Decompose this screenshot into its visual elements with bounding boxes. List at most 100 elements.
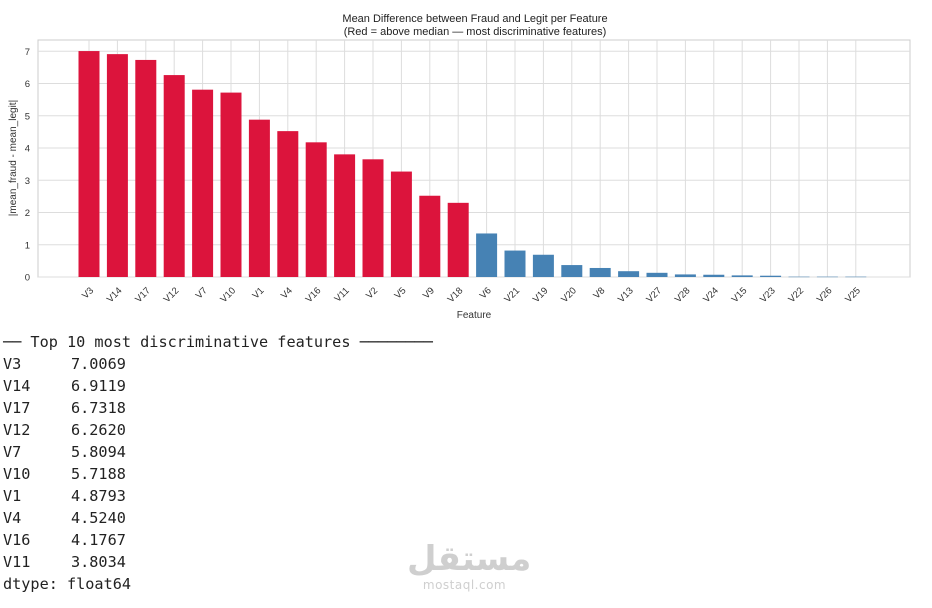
dtype-line: dtype: float64 [3, 575, 132, 593]
y-tick-label: 3 [25, 176, 30, 187]
x-tick-label: V26 [815, 285, 835, 305]
x-tick-label: V16 [304, 285, 324, 305]
bar-v25 [845, 276, 867, 278]
feature-row: V4 4.5240 [3, 507, 603, 529]
bar-v1 [248, 119, 270, 277]
bar-v11 [334, 154, 356, 277]
y-tick-label: 7 [25, 47, 30, 58]
bar-v21 [504, 250, 526, 277]
watermark-url: mostaql.com [422, 578, 507, 592]
x-tick-label: V15 [730, 285, 750, 305]
x-tick-label: V3 [80, 285, 96, 301]
bar-v8 [589, 267, 611, 277]
bar-v6 [476, 233, 498, 277]
bar-v3 [78, 51, 100, 277]
x-tick-label: V11 [332, 285, 351, 304]
feature-row: V14 6.9119 [3, 375, 603, 397]
x-tick-label: V12 [162, 285, 182, 305]
bar-v26 [816, 276, 838, 278]
bar-v17 [135, 59, 157, 278]
bar-v5 [390, 171, 412, 277]
y-tick-label: 0 [25, 273, 30, 284]
feature-value: 5.8094 [71, 443, 126, 461]
feature-name: V17 [3, 399, 31, 417]
feature-value: 3.8034 [71, 553, 126, 571]
feature-name: V4 [3, 509, 22, 527]
bar-v28 [674, 274, 696, 277]
x-tick-label: V10 [218, 285, 238, 305]
feature-row: V7 5.8094 [3, 441, 603, 463]
bar-v24 [703, 274, 725, 277]
x-tick-label: V9 [421, 285, 437, 301]
bars [78, 51, 867, 278]
bar-v19 [532, 254, 554, 277]
y-tick-label: 6 [25, 79, 30, 90]
watermark: مستقل mostaql.com [407, 539, 532, 592]
bar-v2 [362, 159, 384, 277]
bar-chart: Mean Difference between Fraud and Legit … [8, 13, 911, 321]
bar-v18 [447, 202, 469, 277]
feature-name: V11 [3, 553, 31, 571]
x-tick-label: V19 [531, 285, 551, 305]
x-tick-label: V25 [843, 285, 863, 305]
feature-value: 6.2620 [71, 421, 126, 439]
feature-row: V3 7.0069 [3, 353, 603, 375]
feature-row: V1 4.8793 [3, 485, 603, 507]
x-tick-label: V20 [559, 285, 579, 305]
bar-v14 [106, 54, 128, 277]
feature-row: V10 5.7188 [3, 463, 603, 485]
feature-value: 4.1767 [71, 531, 126, 549]
bar-v7 [192, 89, 214, 278]
x-tick-label: V2 [364, 285, 380, 301]
feature-name: V12 [3, 421, 31, 439]
feature-value: 5.7188 [71, 465, 126, 483]
bar-v4 [277, 131, 299, 277]
chart-subtitle: (Red = above median — most discriminativ… [344, 26, 607, 38]
y-tick-label: 5 [25, 111, 30, 122]
x-tick-label: V22 [786, 285, 806, 305]
feature-name: V16 [3, 531, 31, 549]
feature-value: 4.5240 [71, 509, 126, 527]
x-tick-label: V23 [758, 285, 778, 305]
x-tick-label: V14 [105, 285, 125, 305]
x-tick-label: V18 [446, 285, 466, 305]
bar-v23 [760, 275, 782, 277]
y-tick-label: 2 [25, 208, 30, 219]
feature-name: V1 [3, 487, 22, 505]
x-tick-label: V4 [279, 285, 295, 301]
bar-v20 [561, 265, 583, 277]
bar-v13 [618, 271, 640, 277]
x-tick-label: V7 [194, 285, 210, 301]
x-tick-label: V8 [591, 285, 607, 301]
x-tick-labels: V3 V14 V17 V12 V7 V10 V1 V4 V16 V11 V2 V5 V9 V18 V6 V21… [80, 285, 863, 305]
bar-v12 [163, 75, 185, 277]
x-tick-label: V24 [701, 285, 721, 305]
feature-name: V14 [3, 377, 31, 395]
x-tick-label: V1 [251, 285, 267, 301]
bar-v15 [731, 275, 753, 277]
chart: Mean Difference between Fraud and Legit … [8, 13, 911, 321]
feature-name: V10 [3, 465, 31, 483]
x-tick-label: V28 [673, 285, 693, 305]
feature-row: V16 4.1767 [3, 529, 603, 551]
y-tick-label: 4 [25, 144, 30, 155]
watermark-logo: مستقل [407, 539, 532, 579]
chart-title: Mean Difference between Fraud and Legit … [342, 13, 607, 25]
x-tick-label: V17 [133, 285, 153, 305]
feature-name: V7 [3, 443, 22, 461]
feature-value: 6.9119 [71, 377, 126, 395]
feature-row: V12 6.2620 [3, 419, 603, 441]
feature-value: 6.7318 [71, 399, 126, 417]
bar-v10 [220, 92, 242, 278]
y-tick-label: 1 [25, 240, 30, 251]
x-tick-label: V6 [478, 285, 494, 301]
console-header: ── Top 10 most discriminative features ─… [3, 333, 433, 351]
y-axis-label: |mean_fraud - mean_legit| [8, 100, 19, 216]
feature-list: V3 7.0069 V14 6.9119 V17 6.7318 V12 6.2620 V7 5.8… [3, 353, 603, 573]
x-tick-label: V5 [393, 285, 409, 301]
bar-v9 [419, 195, 441, 277]
bar-v16 [305, 142, 327, 277]
feature-value: 4.8793 [71, 487, 126, 505]
x-tick-label: V27 [644, 285, 664, 305]
x-axis-label: Feature [457, 310, 492, 321]
